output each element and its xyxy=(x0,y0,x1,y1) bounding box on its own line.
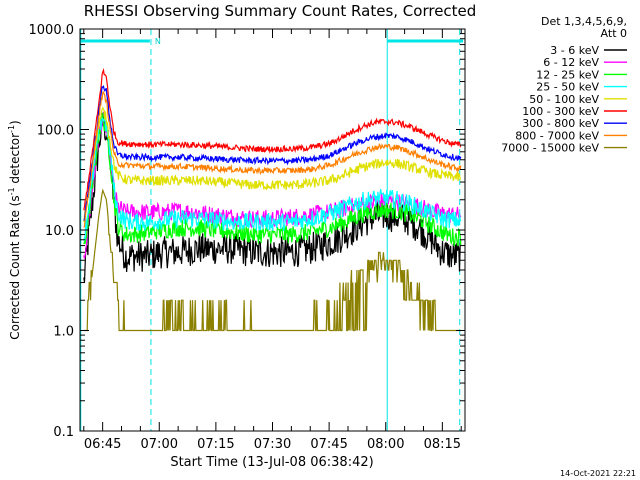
series-line-1 xyxy=(83,111,462,259)
legend-label-4: 50 - 100 keV xyxy=(529,93,599,106)
legend-label-3: 25 - 50 keV xyxy=(536,81,599,94)
footer-date: 14-Oct-2021 22:21 xyxy=(560,469,636,478)
legend-label-8: 7000 - 15000 keV xyxy=(501,142,599,155)
legend-label-1: 6 - 12 keV xyxy=(543,56,599,69)
x-tick-label: 07:15 xyxy=(197,437,234,452)
legend-header-attenuator: Att 0 xyxy=(601,27,627,40)
series-line-5 xyxy=(83,67,462,211)
legend-label-6: 300 - 800 keV xyxy=(522,117,599,130)
y-tick-label: 100.0 xyxy=(37,124,74,139)
chart-title: RHESSI Observing Summary Count Rates, Co… xyxy=(84,2,477,20)
x-tick-label: 07:45 xyxy=(310,437,347,452)
legend-label-5: 100 - 300 keV xyxy=(522,105,599,118)
series-line-6 xyxy=(83,85,462,221)
x-tick-label: 07:00 xyxy=(141,437,178,452)
x-axis: 06:45 07:00 07:15 07:30 07:45 08:00 08:15 xyxy=(83,29,462,452)
series-line-3 xyxy=(83,116,462,242)
y-axis: 0.1 1.0 10.0 100.0 1000.0 xyxy=(29,23,465,440)
plot-area: N xyxy=(80,29,464,431)
y-tick-label: 1000.0 xyxy=(29,23,75,38)
legend-header-detectors: Det 1,3,4,5,6,9, xyxy=(541,15,627,28)
series-line-7 xyxy=(83,90,462,228)
series-line-8 xyxy=(83,188,461,332)
legend-label-0: 3 - 6 keV xyxy=(550,44,599,57)
annotation-label: N xyxy=(155,37,161,46)
x-axis-label: Start Time (13-Jul-08 06:38:42) xyxy=(170,455,373,470)
legend-label-7: 800 - 7000 keV xyxy=(515,129,599,142)
x-tick-label: 06:45 xyxy=(84,437,121,452)
legend-label-2: 12 - 25 keV xyxy=(536,68,599,81)
x-tick-label: 08:00 xyxy=(367,437,404,452)
y-axis-label: Corrected Count Rate (s-1 detector-1) xyxy=(7,120,22,339)
series-line-0 xyxy=(83,112,462,283)
y-tick-label: 10.0 xyxy=(45,224,74,239)
x-tick-label: 08:15 xyxy=(424,437,461,452)
y-tick-label: 0.1 xyxy=(53,425,74,440)
series-line-4 xyxy=(83,106,462,222)
x-tick-label: 07:30 xyxy=(254,437,291,452)
y-tick-label: 1.0 xyxy=(53,325,74,340)
